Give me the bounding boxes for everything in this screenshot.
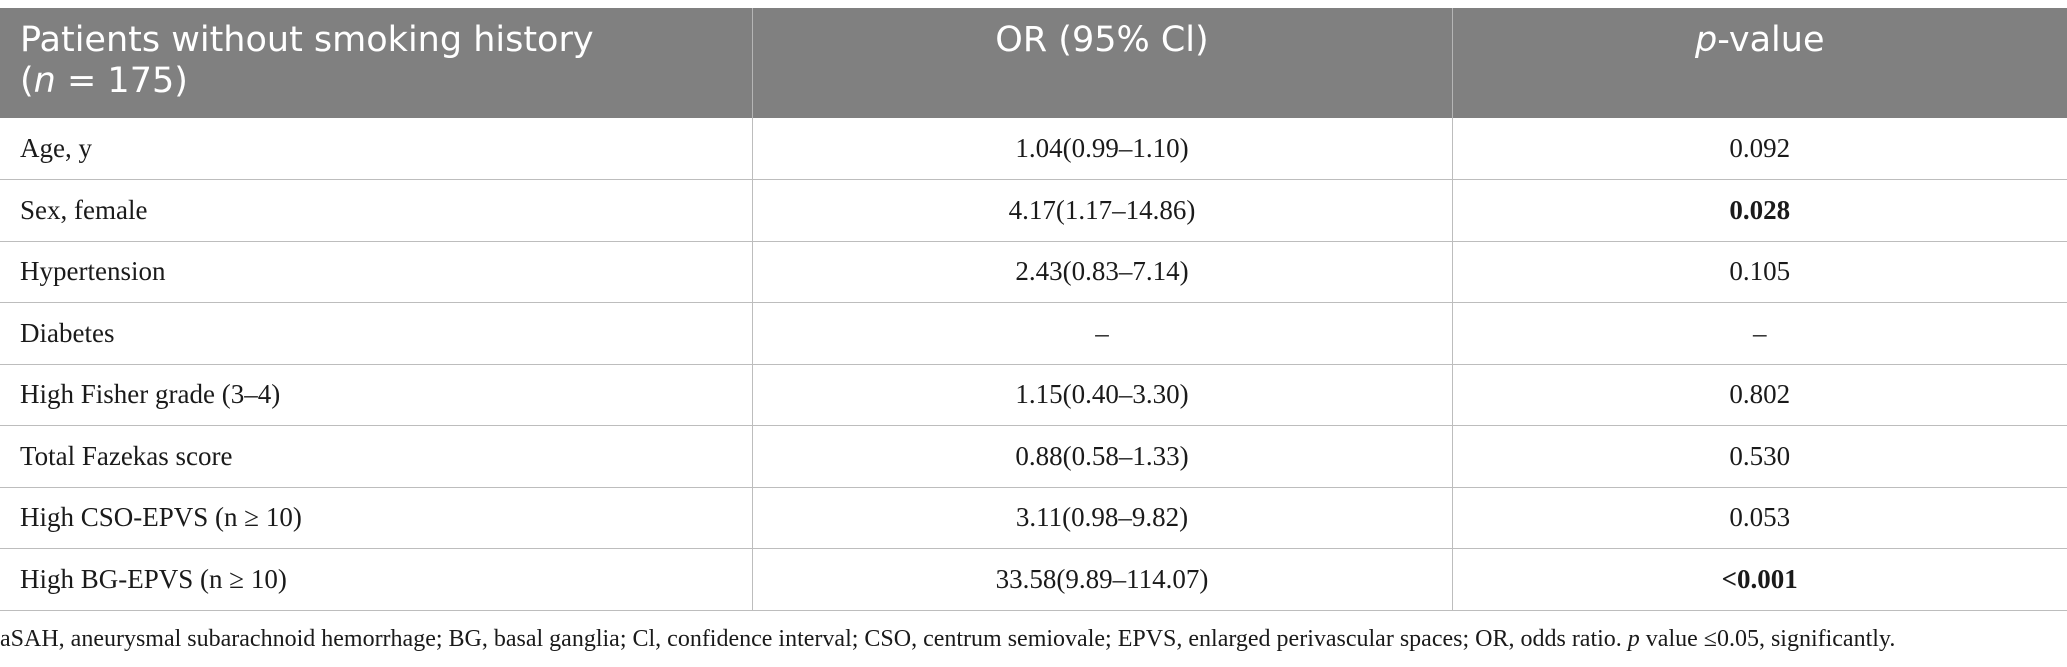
table-row: Hypertension 2.43(0.83–7.14) 0.105 xyxy=(0,241,2067,303)
header-n-open: ( xyxy=(20,61,34,101)
p-value: 0.053 xyxy=(1452,487,2067,549)
odds-ratio-value: 2.43(0.83–7.14) xyxy=(752,241,1453,303)
table-footnote: aSAH, aneurysmal subarachnoid hemorrhage… xyxy=(0,626,2067,653)
p-value: 0.028 xyxy=(1452,179,2067,242)
odds-ratio-value: 1.15(0.40–3.30) xyxy=(752,364,1453,426)
odds-ratio-value: 3.11(0.98–9.82) xyxy=(752,487,1453,549)
footnote-text-end: value ≤0.05, significantly. xyxy=(1639,626,1896,652)
variable-label: Sex, female xyxy=(0,179,753,242)
odds-ratio-table: Patients without smoking history (n = 175… xyxy=(0,8,2067,611)
p-value: 0.105 xyxy=(1452,241,2067,303)
variable-label: High BG-EPVS (n ≥ 10) xyxy=(0,548,753,611)
variable-label: High Fisher grade (3–4) xyxy=(0,364,753,426)
header-n-value: = 175) xyxy=(55,61,188,101)
odds-ratio-value: – xyxy=(752,302,1453,365)
header-patients-title: Patients without smoking history xyxy=(20,20,594,60)
table-header-row: Patients without smoking history (n = 175… xyxy=(0,8,2067,118)
header-or: OR (95% Cl) xyxy=(752,8,1453,118)
results-table-container: Patients without smoking history (n = 175… xyxy=(0,8,2067,611)
variable-label: Total Fazekas score xyxy=(0,425,753,488)
table-row: Diabetes – – xyxy=(0,302,2067,365)
odds-ratio-value: 1.04(0.99–1.10) xyxy=(752,118,1453,180)
footnote-p-var: p xyxy=(1627,626,1640,652)
header-p-value: p-value xyxy=(1452,8,2067,118)
header-p-var: p xyxy=(1694,20,1718,60)
table-row: Sex, female 4.17(1.17–14.86) 0.028 xyxy=(0,179,2067,242)
variable-label: Age, y xyxy=(0,118,753,180)
p-value: – xyxy=(1452,302,2067,365)
p-value: 0.530 xyxy=(1452,425,2067,488)
table-row: High BG-EPVS (n ≥ 10) 33.58(9.89–114.07) <… xyxy=(0,548,2067,611)
p-value: 0.092 xyxy=(1452,118,2067,180)
table-row: High Fisher grade (3–4) 1.15(0.40–3.30) 0.… xyxy=(0,364,2067,426)
odds-ratio-value: 4.17(1.17–14.86) xyxy=(752,179,1453,242)
p-value: 0.802 xyxy=(1452,364,2067,426)
variable-label: Diabetes xyxy=(0,302,753,365)
table-row: Total Fazekas score 0.88(0.58–1.33) 0.530 xyxy=(0,425,2067,488)
footnote-text: aSAH, aneurysmal subarachnoid hemorrhage… xyxy=(0,626,1628,652)
variable-label: High CSO-EPVS (n ≥ 10) xyxy=(0,487,753,549)
table-body: Age, y 1.04(0.99–1.10) 0.092 Sex, female 4.1… xyxy=(0,118,2067,611)
header-patients: Patients without smoking history (n = 175… xyxy=(0,8,753,118)
odds-ratio-value: 33.58(9.89–114.07) xyxy=(752,548,1453,611)
table-row: High CSO-EPVS (n ≥ 10) 3.11(0.98–9.82) 0.0… xyxy=(0,487,2067,549)
header-p-suffix: -value xyxy=(1717,20,1825,60)
variable-label: Hypertension xyxy=(0,241,753,303)
p-value: <0.001 xyxy=(1452,548,2067,611)
header-n-var: n xyxy=(33,61,56,101)
table-row: Age, y 1.04(0.99–1.10) 0.092 xyxy=(0,118,2067,180)
odds-ratio-value: 0.88(0.58–1.33) xyxy=(752,425,1453,488)
